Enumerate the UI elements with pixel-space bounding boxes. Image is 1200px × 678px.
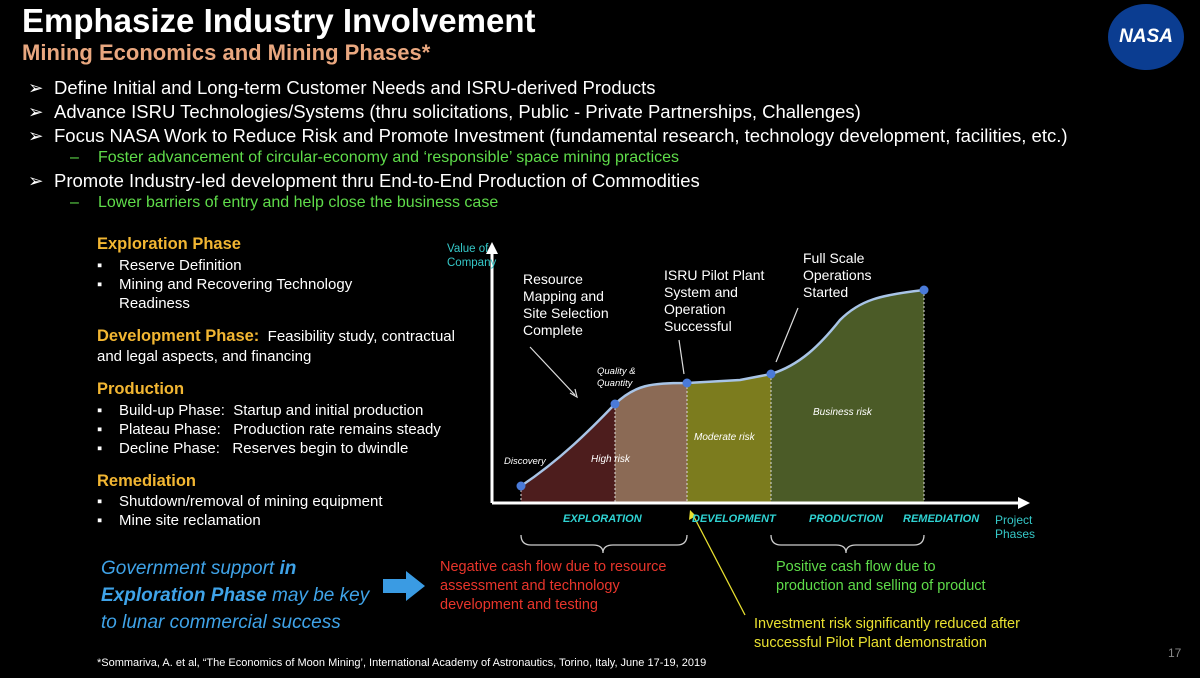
bullet: ➢ Advance ISRU Technologies/Systems (thru… bbox=[28, 101, 861, 122]
development-text: and legal aspects, and financing bbox=[97, 348, 312, 365]
label-business-risk: Business risk bbox=[813, 407, 872, 418]
label-quality-quantity: Quality & Quantity bbox=[597, 366, 636, 389]
list-item: ▪ Reserve Definition bbox=[97, 257, 242, 274]
point-full-scale bbox=[766, 369, 776, 379]
list-item: ▪ Mine site reclamation bbox=[97, 512, 261, 529]
list-item: ▪ Build-up Phase: Startup and initial pro… bbox=[97, 402, 424, 419]
positive-cash-flow-note: Positive cash flow due to production and … bbox=[776, 559, 986, 594]
list-item: ▪ Mining and Recovering Technology bbox=[97, 276, 353, 293]
phase-exploration: EXPLORATION bbox=[563, 513, 642, 525]
point-end bbox=[919, 285, 929, 295]
positive-brace bbox=[770, 534, 925, 554]
government-support-callout: Government support in Exploration Phase … bbox=[101, 558, 370, 633]
sub-bullet: – Lower barriers of entry and help close … bbox=[70, 194, 499, 211]
x-axis-label: Project Phases bbox=[995, 513, 1036, 541]
negative-brace bbox=[520, 534, 688, 554]
investment-risk-note: Investment risk significantly reduced af… bbox=[754, 616, 1020, 651]
bullet: ➢ Promote Industry-led development thru E… bbox=[28, 170, 700, 191]
point-quality bbox=[610, 399, 620, 409]
production-heading: Production bbox=[97, 380, 185, 398]
bullet: ➢ Focus NASA Work to Reduce Risk and Prom… bbox=[28, 125, 1068, 146]
sub-bullet: – Foster advancement of circular-economy … bbox=[70, 149, 680, 166]
nasa-logo: NASA bbox=[1108, 4, 1184, 70]
phase-development: DEVELOPMENT bbox=[692, 513, 776, 525]
investment-arrow bbox=[691, 512, 746, 616]
phase-production: PRODUCTION bbox=[809, 513, 883, 525]
development-text: Development Phase: Feasibility study, co… bbox=[97, 327, 455, 345]
annotation-pilot-plant: ISRU Pilot Plant System and Operation Succe… bbox=[664, 267, 765, 334]
label-high-risk: High risk bbox=[591, 454, 630, 465]
page-number: 17 bbox=[1168, 646, 1182, 660]
value-curve bbox=[520, 288, 925, 488]
slide-title: Emphasize Industry Involvement bbox=[22, 2, 536, 39]
slide-subtitle: Mining Economics and Mining Phases* bbox=[22, 40, 431, 65]
footnote: *Sommariva, A. et al, “The Economics of … bbox=[97, 657, 707, 669]
list-item: Readiness bbox=[119, 295, 190, 312]
label-discovery: Discovery bbox=[504, 456, 546, 467]
label-moderate-risk: Moderate risk bbox=[694, 432, 755, 443]
phase-remediation: REMEDIATION bbox=[903, 513, 980, 525]
exploration-heading: Exploration Phase bbox=[97, 235, 241, 253]
bullet: ➢ Define Initial and Long-term Customer N… bbox=[28, 77, 656, 98]
list-item: ▪ Shutdown/removal of mining equipment bbox=[97, 493, 383, 510]
point-discovery bbox=[516, 481, 526, 491]
annotation-full-scale: Full Scale Operations Started bbox=[803, 250, 872, 300]
list-item: ▪ Decline Phase: Reserves begin to dwindl… bbox=[97, 440, 409, 457]
point-pilot bbox=[682, 378, 692, 388]
blue-arrow-icon bbox=[383, 571, 425, 601]
y-axis-label: Value of Company bbox=[447, 243, 497, 269]
annotation-resource-mapping: Resource Mapping and Site Selection Complet… bbox=[523, 271, 609, 338]
remediation-heading: Remediation bbox=[97, 472, 197, 490]
list-item: ▪ Plateau Phase: Production rate remains … bbox=[97, 421, 441, 438]
negative-cash-flow-note: Negative cash flow due to resource assess… bbox=[440, 559, 667, 613]
